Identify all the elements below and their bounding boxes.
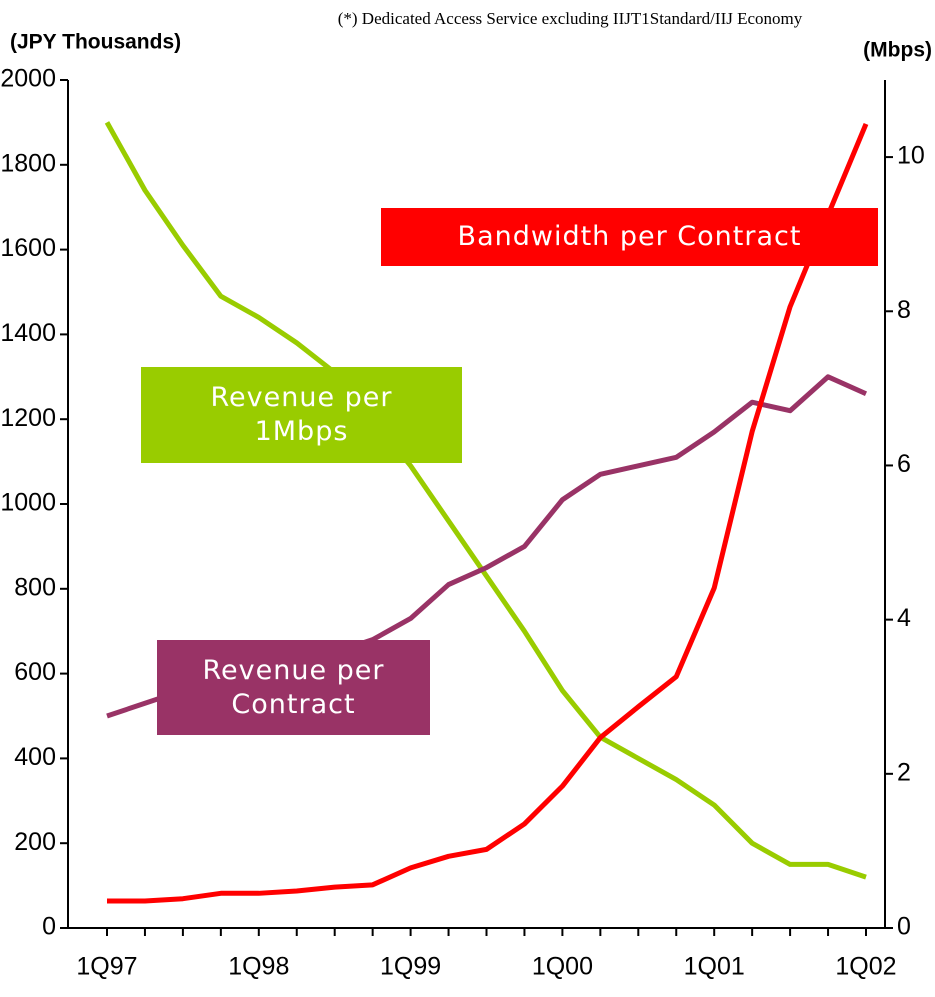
y2-tick-label: 10 bbox=[897, 142, 925, 170]
y-tick-label: 0 bbox=[42, 913, 56, 941]
y-tick-label: 1800 bbox=[0, 149, 56, 177]
x-tick-label: 1Q00 bbox=[532, 953, 593, 981]
y-tick-label: 1400 bbox=[0, 319, 56, 347]
series-line bbox=[107, 122, 869, 904]
x-tick-label: 1Q02 bbox=[835, 953, 896, 981]
annotation-box: Bandwidth per Contract bbox=[381, 208, 878, 266]
x-tick-label: 1Q98 bbox=[228, 953, 289, 981]
y-tick-label: 400 bbox=[14, 743, 56, 771]
y2-tick-label: 6 bbox=[897, 450, 911, 478]
y2-tick-label: 0 bbox=[897, 913, 911, 941]
y2-tick-label: 2 bbox=[897, 758, 911, 786]
annotation-box: Revenue per 1Mbps bbox=[141, 367, 462, 463]
y2-axis-label: (Mbps) bbox=[863, 39, 932, 62]
y-tick-label: 200 bbox=[14, 828, 56, 856]
y-tick-label: 600 bbox=[14, 658, 56, 686]
series-line bbox=[104, 121, 867, 880]
x-tick-label: 1Q97 bbox=[76, 953, 137, 981]
x-tick-label: 1Q99 bbox=[380, 953, 441, 981]
y2-tick-label: 8 bbox=[897, 296, 911, 324]
y-tick-label: 800 bbox=[14, 573, 56, 601]
y-axis-label: (JPY Thousands) bbox=[10, 31, 181, 54]
x-tick-label: 1Q01 bbox=[684, 953, 745, 981]
y-tick-label: 1000 bbox=[0, 489, 56, 517]
y-tick-label: 1600 bbox=[0, 234, 56, 262]
note: (*) Dedicated Access Service excluding I… bbox=[338, 9, 803, 28]
y2-tick-label: 4 bbox=[897, 604, 911, 632]
y-tick-label: 1200 bbox=[0, 404, 56, 432]
y-tick-label: 2000 bbox=[0, 65, 56, 93]
annotation-box: Revenue per Contract bbox=[157, 640, 430, 735]
